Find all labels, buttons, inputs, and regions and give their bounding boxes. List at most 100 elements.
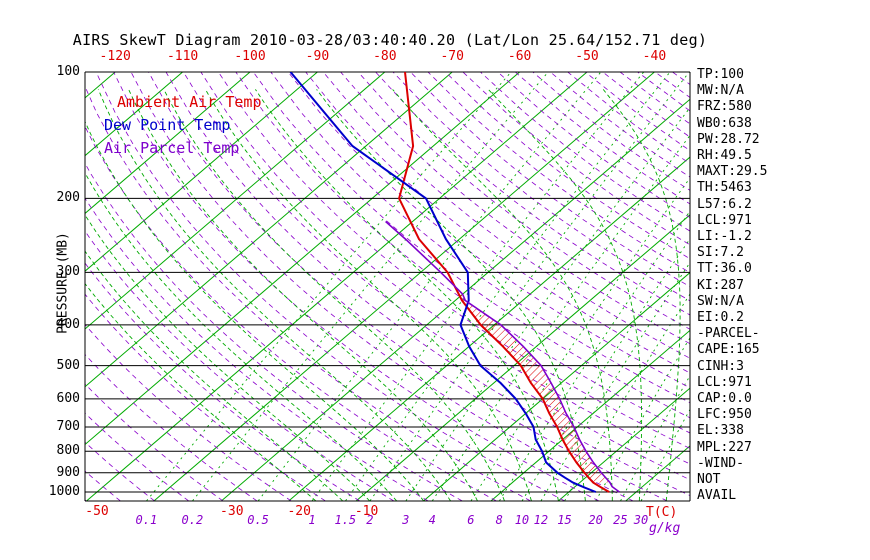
mixing-ratio-tick-label: 6 [467, 513, 475, 527]
dry-adiabat-line [85, 324, 292, 501]
dry-adiabat-line [357, 72, 690, 330]
dry-adiabat-line [85, 197, 429, 501]
moist-adiabat-line [602, 89, 681, 501]
mixing-ratio-tick-label: 0.1 [135, 513, 158, 527]
stat-line: -WIND- [697, 455, 744, 471]
moist-adiabat-line [316, 89, 586, 501]
bottom-temp-tick-label: -50 [85, 504, 109, 519]
isotherm-line [85, 72, 386, 330]
stat-line: MAXT:29.5 [697, 164, 768, 180]
bottom-temp-tick-label: -10 [354, 504, 379, 519]
mixing-ratio-line [431, 134, 690, 501]
stat-line: L57:6.2 [697, 196, 752, 212]
stat-line: MW:N/A [697, 83, 744, 99]
pressure-tick-label: 700 [56, 418, 80, 434]
stat-line: NOT [697, 472, 721, 487]
top-temp-tick-label: -110 [166, 49, 199, 64]
mixing-ratio-tick-label: 8 [495, 513, 503, 527]
stat-line: EI:0.2 [697, 310, 744, 325]
top-temp-tick-label: -100 [234, 49, 266, 64]
isotherm-line [85, 72, 251, 215]
top-temp-tick-label: -50 [575, 49, 599, 64]
pressure-tick-label: 1000 [48, 484, 80, 499]
stat-line: SI:7.2 [697, 245, 744, 261]
dry-adiabat-line [85, 162, 463, 501]
bottom-temp-tick-label: -30 [220, 504, 244, 519]
mixing-ratio-unit-label: g/kg [649, 521, 681, 536]
moist-adiabat-line [97, 89, 451, 501]
dry-adiabat-line [183, 72, 690, 481]
dry-adiabat-line [85, 230, 394, 501]
dry-adiabat-line [0, 72, 18, 501]
dry-adiabat-line [85, 293, 326, 501]
stat-line: LCL:971 [697, 212, 752, 228]
dry-adiabat-line [130, 72, 634, 501]
pressure-tick-label: 100 [56, 64, 80, 79]
dry-adiabat-line [305, 72, 690, 374]
stat-line: CAPE:165 [697, 342, 760, 358]
stat-line: TT:36.0 [697, 261, 752, 277]
mixing-ratio-tick-label: 10 [514, 513, 530, 527]
isotherm-line [85, 72, 183, 157]
moist-adiabat-line [163, 89, 505, 501]
mixing-ratio-tick-label: 1.5 [334, 513, 357, 527]
dry-adiabat-line [85, 85, 531, 501]
moist-adiabat-line [392, 89, 613, 501]
stat-line: AVAIL [697, 488, 737, 504]
pressure-tick-label: 500 [56, 357, 80, 373]
legend-item: Air Parcel Temp [104, 139, 240, 157]
air-parcel-temp-curve [385, 220, 620, 493]
dry-adiabat-line [85, 441, 155, 501]
dry-adiabat-line [165, 72, 690, 497]
temp-unit-label: T(C) [646, 505, 678, 520]
moist-adiabat-line [205, 89, 532, 501]
pressure-tick-label: 300 [56, 264, 80, 280]
dry-adiabat-line [654, 72, 690, 98]
stat-line: KI:287 [697, 277, 744, 293]
top-temp-tick-label: -90 [305, 49, 330, 64]
dry-adiabat-line [85, 262, 360, 501]
top-temp-tick-label: -60 [507, 49, 532, 64]
stat-line: -PARCEL- [697, 326, 760, 342]
stat-line: PW:28.72 [697, 131, 760, 147]
moist-adiabat-line [85, 120, 424, 501]
dry-adiabat-line [200, 72, 690, 465]
dry-adiabat-line [340, 72, 690, 345]
bottom-temp-tick-label: -20 [287, 504, 311, 519]
mixing-ratio-tick-label: 15 [557, 513, 572, 527]
stat-line: WB0:638 [697, 115, 752, 131]
ambient-air-temp-curve [398, 72, 610, 493]
stat-line: TP:100 [697, 67, 744, 82]
stat-line: MPL:227 [697, 439, 752, 455]
dry-adiabat-line [322, 72, 690, 359]
isotherm-line [220, 98, 690, 501]
isotherm-line [85, 72, 318, 272]
moist-adiabat-line [85, 214, 371, 501]
moist-adiabat-line [85, 250, 344, 501]
pressure-tick-label: 400 [56, 316, 80, 332]
legend-item: Ambient Air Temp [117, 93, 262, 111]
moist-adiabat-line [255, 89, 559, 501]
dry-adiabat-line [0, 72, 52, 501]
mixing-ratio-line [345, 72, 671, 501]
mixing-ratio-line [146, 72, 512, 501]
mixing-ratio-line [540, 261, 690, 501]
dry-adiabat-line [392, 72, 690, 302]
stat-line: LI:-1.2 [697, 229, 752, 244]
mixing-ratio-tick-label: 12 [533, 513, 549, 527]
dew-point-temp-curve [289, 72, 597, 493]
stat-line: CINH:3 [697, 358, 744, 374]
dry-adiabat-line [95, 72, 565, 501]
mixing-ratio-tick-label: 20 [588, 513, 603, 527]
isotherm-line [85, 72, 520, 446]
stat-line: RH:49.5 [697, 148, 752, 163]
top-temp-tick-label: -120 [99, 49, 131, 64]
mixing-ratio-tick-label: 0.2 [181, 513, 204, 527]
stat-line: CAP:0.0 [697, 391, 752, 406]
mixing-ratio-tick-label: 3 [402, 513, 410, 527]
isotherm-line [153, 72, 655, 501]
top-temp-tick-label: -70 [440, 49, 464, 64]
sounding-curves [289, 72, 620, 493]
